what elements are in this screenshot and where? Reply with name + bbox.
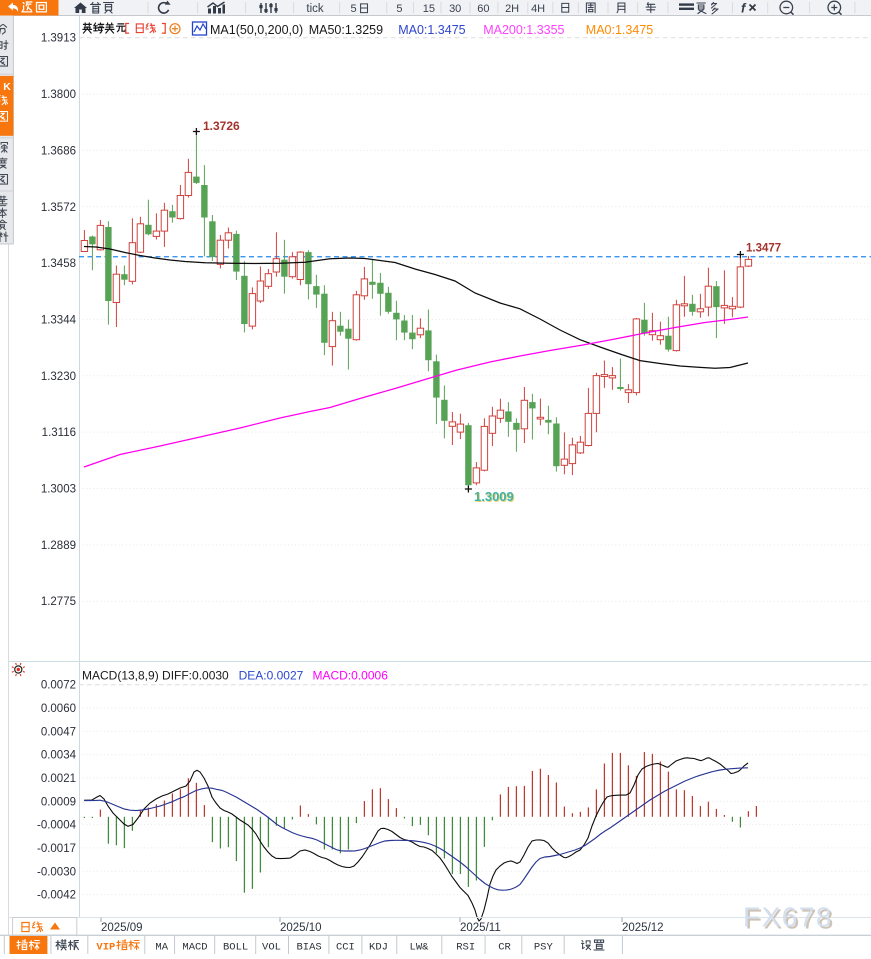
svg-text:0.0021: 0.0021 bbox=[41, 773, 76, 785]
svg-text:0.0072: 0.0072 bbox=[41, 680, 76, 692]
svg-text:CCI: CCI bbox=[336, 942, 355, 954]
svg-text:tick: tick bbox=[306, 3, 324, 15]
svg-text:1.3572: 1.3572 bbox=[41, 202, 76, 214]
svg-text:5: 5 bbox=[396, 3, 402, 15]
svg-text:1.3344: 1.3344 bbox=[41, 314, 77, 326]
svg-text:RSI: RSI bbox=[456, 942, 475, 954]
svg-text:0.0034: 0.0034 bbox=[41, 750, 77, 762]
svg-text:1.3726: 1.3726 bbox=[203, 119, 240, 133]
svg-text:5: 5 bbox=[350, 3, 356, 15]
svg-text:1.3458: 1.3458 bbox=[41, 258, 76, 270]
svg-text:MA1(50,0,200,0): MA1(50,0,200,0) bbox=[210, 23, 303, 37]
svg-text:MACD: MACD bbox=[182, 942, 207, 954]
svg-text:DEA:0.0027: DEA:0.0027 bbox=[239, 669, 304, 683]
svg-text:VOL: VOL bbox=[262, 942, 281, 954]
svg-text:2025/09: 2025/09 bbox=[101, 922, 143, 934]
svg-text:15: 15 bbox=[423, 3, 435, 15]
svg-text:0.0060: 0.0060 bbox=[41, 703, 76, 715]
svg-text:2025/10: 2025/10 bbox=[280, 922, 322, 934]
svg-text:1.2889: 1.2889 bbox=[41, 540, 76, 552]
svg-text:PSY: PSY bbox=[534, 942, 554, 954]
svg-text:60: 60 bbox=[477, 3, 489, 15]
svg-text:-0.0042: -0.0042 bbox=[37, 890, 76, 902]
svg-text:MA0:1.3475: MA0:1.3475 bbox=[398, 23, 465, 37]
svg-text:MA50:1.3259: MA50:1.3259 bbox=[309, 23, 383, 37]
svg-text:4H: 4H bbox=[531, 3, 545, 15]
svg-text:FX678: FX678 bbox=[743, 902, 833, 933]
svg-text:1.2775: 1.2775 bbox=[41, 596, 76, 608]
svg-text:CR: CR bbox=[498, 942, 511, 954]
svg-text:MA200:1.3355: MA200:1.3355 bbox=[483, 23, 564, 37]
svg-text:-0.0030: -0.0030 bbox=[37, 866, 76, 878]
svg-text:BIAS: BIAS bbox=[296, 942, 321, 954]
svg-text:-0.0017: -0.0017 bbox=[37, 843, 76, 855]
svg-text:30: 30 bbox=[449, 3, 461, 15]
svg-text:BOLL: BOLL bbox=[223, 942, 248, 954]
svg-text:1.3230: 1.3230 bbox=[41, 371, 76, 383]
svg-text:-0.0004: -0.0004 bbox=[37, 820, 77, 832]
svg-text:1.3800: 1.3800 bbox=[41, 89, 76, 101]
svg-text:0.0047: 0.0047 bbox=[41, 726, 76, 738]
svg-text:VIP: VIP bbox=[96, 942, 115, 954]
svg-text:0.0009: 0.0009 bbox=[41, 796, 76, 808]
svg-text:MA0:1.3475: MA0:1.3475 bbox=[586, 23, 653, 37]
svg-text:K: K bbox=[3, 81, 11, 93]
svg-text:2H: 2H bbox=[505, 3, 519, 15]
svg-text:1.3913: 1.3913 bbox=[41, 33, 76, 45]
svg-text:MACD:0.0006: MACD:0.0006 bbox=[313, 669, 389, 683]
svg-text:MACD(13,8,9) DIFF:0.0030: MACD(13,8,9) DIFF:0.0030 bbox=[82, 669, 229, 683]
svg-text:KDJ: KDJ bbox=[369, 942, 388, 954]
svg-text:2025/11: 2025/11 bbox=[460, 922, 501, 934]
svg-text:1.3686: 1.3686 bbox=[41, 145, 76, 157]
svg-text:1.3009: 1.3009 bbox=[474, 489, 514, 504]
svg-text:2025/12: 2025/12 bbox=[622, 922, 664, 934]
svg-text:LW&: LW& bbox=[410, 942, 430, 954]
svg-text:1.3116: 1.3116 bbox=[42, 427, 76, 439]
svg-text:1.3003: 1.3003 bbox=[41, 484, 76, 496]
svg-text:MA: MA bbox=[155, 942, 168, 954]
svg-text:1.3477: 1.3477 bbox=[746, 243, 781, 255]
